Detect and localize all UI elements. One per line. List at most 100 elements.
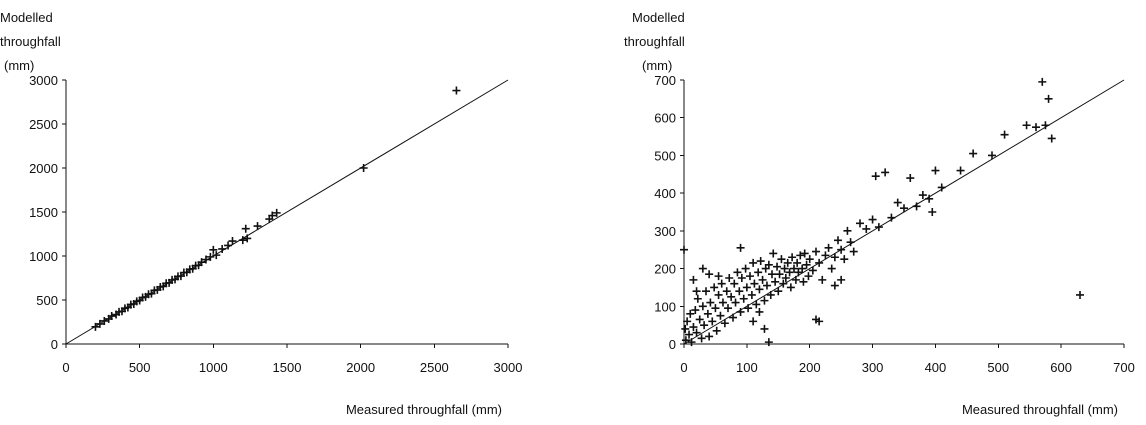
- right-data-point: [925, 194, 934, 203]
- right-data-point: [698, 264, 707, 273]
- right-data-point: [730, 279, 739, 288]
- right-y-tick-label: 500: [654, 148, 676, 163]
- right-data-point: [755, 307, 764, 316]
- right-data-point: [692, 287, 701, 296]
- left-y-tick-label: 3000: [29, 73, 58, 88]
- left-data-point: [253, 222, 262, 231]
- right-data-point: [708, 317, 717, 326]
- right-data-point: [735, 287, 744, 296]
- left-data-point: [91, 322, 100, 331]
- right-data-point: [928, 208, 937, 216]
- right-y-axis-label-line-2: throughfall: [624, 34, 685, 49]
- right-data-point: [849, 247, 858, 256]
- right-data-point: [800, 249, 809, 258]
- left-points: [91, 86, 461, 331]
- right-data-point: [706, 298, 715, 307]
- right-data-point: [830, 281, 839, 290]
- left-y-tick-label: 1500: [29, 205, 58, 220]
- right-data-point: [729, 313, 738, 322]
- right-y-tick-label: 100: [654, 299, 676, 314]
- right-data-point: [766, 290, 775, 299]
- right-data-point: [716, 311, 725, 320]
- right-data-point: [714, 290, 723, 299]
- right-data-point: [685, 330, 694, 339]
- left-data-point: [243, 234, 252, 243]
- right-data-point: [793, 258, 802, 267]
- right-data-point: [760, 324, 769, 333]
- left-data-point: [224, 241, 233, 250]
- right-data-point: [780, 264, 789, 273]
- right-data-point: [1044, 94, 1053, 103]
- left-data-point: [241, 224, 250, 233]
- right-data-point: [788, 253, 797, 262]
- right-data-point: [846, 238, 855, 247]
- right-data-point: [718, 298, 727, 307]
- right-data-point: [762, 281, 771, 290]
- right-y-axis-label-line-3: (mm): [642, 58, 672, 73]
- right-y-tick-label: 200: [654, 262, 676, 277]
- left-data-point: [206, 252, 215, 261]
- right-data-point: [750, 279, 759, 288]
- left-y-tick-label: 2000: [29, 161, 58, 176]
- left-data-point: [359, 164, 368, 172]
- left-x-ticks: 0 500 1000 1500 2000 2500 3000: [62, 344, 522, 375]
- right-data-point: [862, 224, 871, 233]
- left-y-ticks: 0 500 1000 1500 2000 2500 3000: [29, 73, 66, 352]
- right-data-point: [783, 258, 792, 267]
- right-data-point: [687, 338, 696, 347]
- right-data-point: [700, 321, 709, 330]
- right-data-point: [727, 292, 736, 301]
- right-data-point: [737, 274, 746, 282]
- right-x-tick-label: 200: [799, 360, 821, 375]
- right-data-point: [764, 260, 773, 269]
- right-data-point: [1041, 121, 1050, 130]
- right-data-point: [779, 279, 788, 288]
- left-y-tick-label: 2500: [29, 117, 58, 132]
- left-x-axis-label: Measured throughfall (mm): [346, 402, 502, 417]
- left-data-point: [272, 208, 281, 217]
- right-y-tick-label: 0: [669, 337, 676, 352]
- right-data-point: [906, 174, 915, 183]
- right-data-point: [702, 287, 710, 296]
- right-data-point: [742, 283, 751, 292]
- right-data-point: [937, 183, 946, 192]
- right-data-point: [1000, 130, 1009, 139]
- right-data-point: [689, 323, 698, 332]
- right-data-point: [724, 304, 732, 313]
- right-data-point: [695, 315, 704, 324]
- right-data-point: [1032, 123, 1040, 132]
- right-data-point: [747, 290, 756, 299]
- right-data-point: [1022, 121, 1031, 130]
- right-data-point: [714, 272, 723, 281]
- right-data-point: [768, 270, 776, 279]
- right-data-point: [834, 236, 842, 245]
- right-data-point: [693, 294, 702, 303]
- right-data-point: [686, 309, 695, 318]
- right-y-tick-label: 400: [654, 186, 676, 201]
- right-data-point: [739, 294, 748, 303]
- left-data-point: [268, 211, 277, 220]
- left-data-point: [238, 236, 247, 245]
- right-data-point: [781, 274, 790, 282]
- left-data-point: [95, 319, 104, 328]
- right-data-point: [746, 272, 754, 281]
- right-data-point: [804, 272, 813, 281]
- right-data-point: [703, 309, 712, 318]
- right-data-point: [731, 298, 740, 307]
- left-data-point: [452, 86, 461, 95]
- left-data-point: [218, 244, 227, 253]
- right-data-point: [749, 317, 758, 326]
- right-data-point: [720, 319, 729, 328]
- right-x-axis-label: Measured throughfall (mm): [962, 402, 1118, 417]
- right-data-point: [705, 332, 714, 341]
- right-data-point: [681, 324, 690, 333]
- right-x-tick-label: 400: [925, 360, 947, 375]
- right-data-point: [749, 258, 758, 267]
- right-x-tick-label: 100: [736, 360, 758, 375]
- right-data-point: [680, 245, 688, 254]
- right-data-point: [799, 277, 808, 286]
- right-data-point: [1038, 77, 1047, 86]
- left-data-point: [107, 312, 116, 321]
- right-data-point: [815, 258, 824, 267]
- right-data-point: [1047, 134, 1056, 143]
